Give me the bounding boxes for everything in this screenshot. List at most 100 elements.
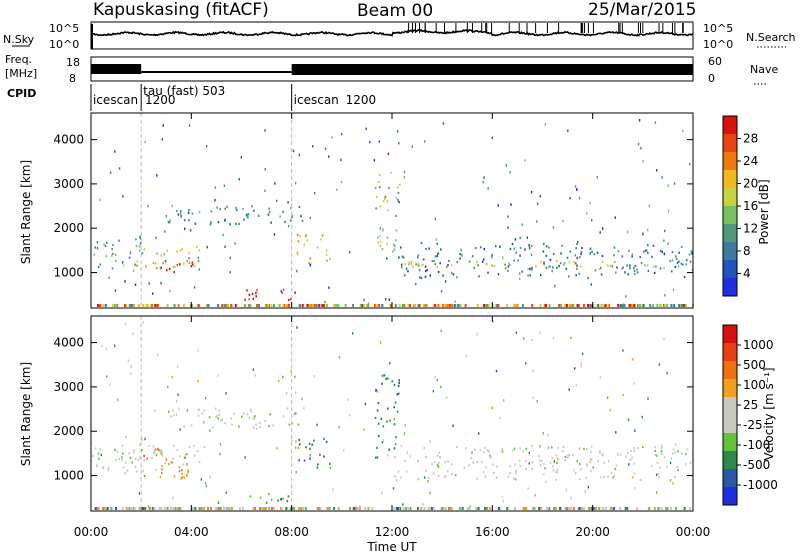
echo-cell [423,447,425,450]
echo-cell [481,260,484,263]
echo-cell [652,265,655,268]
echo-cell [377,422,380,425]
echo-cell [386,243,389,246]
echo-cell [640,262,643,265]
echo-cell [531,468,533,471]
echo-speck [568,388,570,391]
echo-speck [177,393,179,396]
echo-speck [491,406,493,410]
echo-cell [568,454,571,457]
echo-speck [547,433,549,437]
echo-speck [144,437,146,441]
echo-cell [593,253,595,256]
echo-speck [144,140,146,144]
echo-cell [580,468,582,471]
near-range-cell [453,304,456,307]
near-range-cell [371,507,374,510]
echo-cell [476,461,479,464]
near-range-cell [670,507,673,510]
near-range-cell [200,507,203,510]
echo-cell [580,265,582,268]
echo-cell [561,244,563,247]
nsearch-tick-low: 10^0 [703,38,733,51]
echo-speck [552,336,555,340]
echo-cell [545,254,548,257]
echo-speck [139,443,141,446]
echo-cell [386,200,389,203]
echo-cell [661,447,663,450]
echo-cell [298,438,300,441]
echo-speck [544,123,546,126]
freq-unit-label: [MHz] [5,67,37,80]
echo-cell [181,469,183,472]
echo-cell [136,264,139,268]
echo-cell [438,462,440,465]
colorbar-swatch [723,397,737,416]
echo-cell [210,210,213,213]
echo-cell [659,267,662,270]
echo-speck [596,175,598,179]
echo-cell [583,448,585,451]
echo-cell [587,276,589,280]
echo-cell [682,263,684,266]
echo-cell [669,259,672,263]
echo-cell [171,461,174,464]
echo-cell [384,197,386,200]
echo-speck [179,428,181,431]
echo-cell [286,500,289,503]
echo-cell [183,262,185,265]
echo-cell [552,469,555,472]
near-range-cell [280,507,283,510]
echo-speck [392,487,395,490]
echo-cell [616,266,618,269]
echo-speck [525,362,527,365]
echo-speck [369,140,371,144]
echo-cell [170,415,172,418]
echo-cell [176,449,179,452]
near-range-cell [223,507,225,510]
echo-cell [539,463,542,466]
echo-speck [574,185,577,188]
echo-cell [394,475,396,478]
echo-cell [148,444,151,447]
echo-cell [186,463,188,466]
near-range-cell [308,304,311,307]
echo-speck [584,490,586,493]
near-range-cell [238,507,241,510]
echo-cell [677,468,679,472]
echo-cell [175,209,178,213]
freq-tick-high: 18 [66,56,80,69]
near-range-cell [265,304,268,307]
echo-cell [508,263,511,266]
near-range-cell [249,304,252,307]
echo-cell [125,436,127,439]
echo-cell [394,239,397,242]
colorbar-tick-label: 8 [743,244,751,258]
echo-speck [121,261,124,264]
echo-cell [611,265,614,268]
echo-cell [675,257,678,260]
echo-cell [187,211,190,215]
near-range-cell [624,507,627,510]
echo-speck [214,186,217,189]
near-range-cell [261,507,264,510]
echo-cell [219,419,222,422]
echo-cell [238,425,240,428]
near-range-cell [579,507,582,510]
near-range-cell [333,304,336,307]
echo-cell [379,240,382,243]
echo-cell [459,253,461,256]
echo-speck [172,496,174,499]
echo-speck [169,289,171,293]
echo-cell [194,222,197,225]
echo-cell [184,453,187,456]
near-range-cell [521,304,524,307]
echo-speck [324,300,326,304]
echo-speck [217,374,219,377]
echo-cell [493,471,495,475]
near-range-cell [420,507,423,510]
echo-cell [636,271,639,274]
echo-cell [325,249,328,252]
echo-cell [447,264,449,267]
